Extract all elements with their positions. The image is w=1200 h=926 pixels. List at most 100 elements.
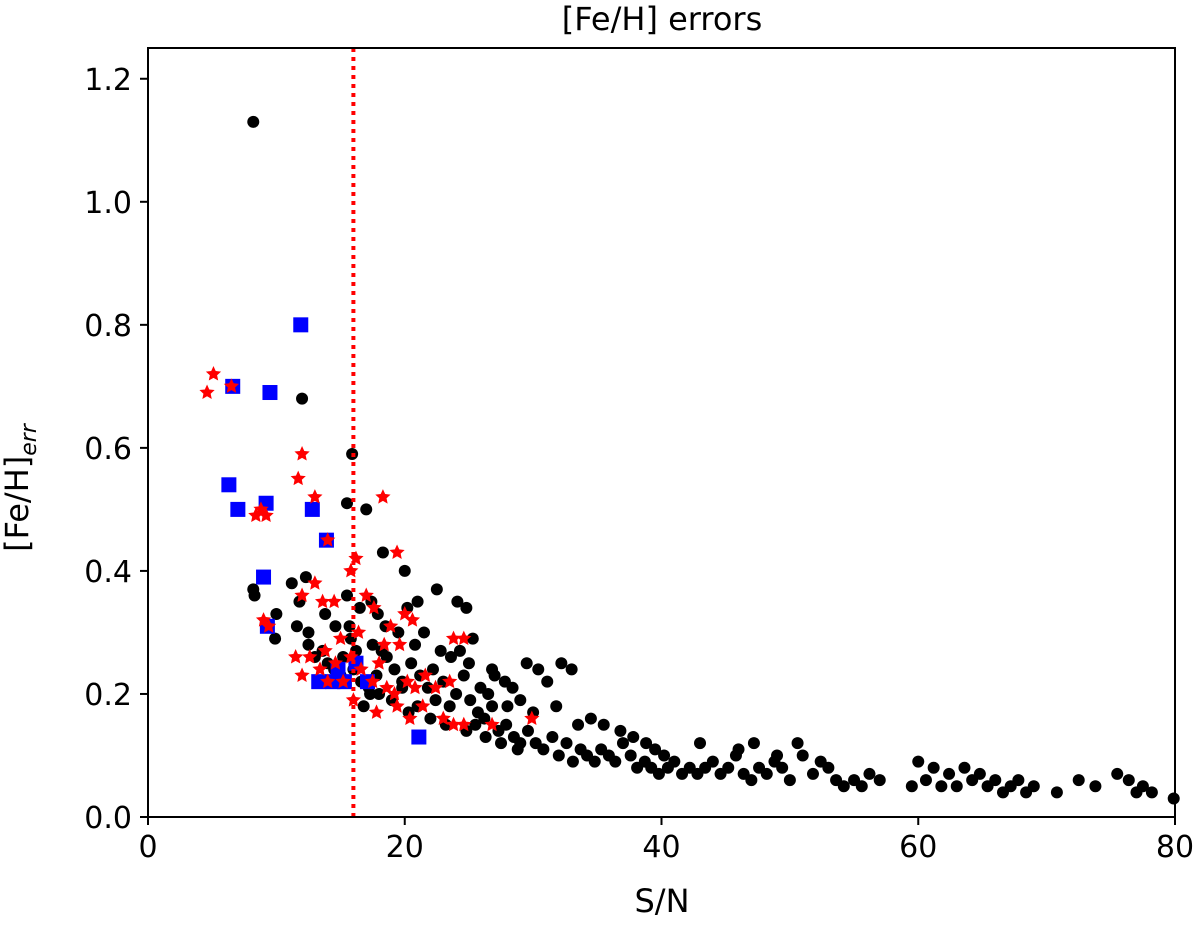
data-point-black bbox=[973, 767, 986, 780]
data-point-red bbox=[332, 630, 349, 646]
data-point-red bbox=[348, 550, 364, 566]
data-point-black bbox=[398, 564, 411, 577]
data-markers bbox=[199, 115, 1180, 805]
data-point-black bbox=[927, 761, 940, 774]
y-tick-label: 1.2 bbox=[84, 63, 132, 98]
data-point-black bbox=[343, 620, 356, 633]
y-axis-ticks: 0.0 0.2 0.4 0.6 0.8 1.0 1.2 bbox=[84, 63, 148, 836]
data-point-red bbox=[314, 593, 331, 609]
data-point-black bbox=[411, 595, 424, 608]
data-point-black bbox=[783, 774, 796, 787]
data-point-blue bbox=[411, 729, 427, 745]
data-point-black bbox=[486, 700, 499, 713]
data-point-red bbox=[417, 667, 433, 682]
data-point-black bbox=[353, 601, 366, 614]
y-axis-label-main: [Fe/H] bbox=[0, 456, 36, 552]
data-point-black bbox=[302, 626, 315, 639]
data-point-black bbox=[614, 724, 627, 737]
data-point-red bbox=[294, 446, 310, 461]
data-point-black bbox=[855, 780, 868, 793]
data-point-black bbox=[1136, 780, 1149, 793]
data-point-red bbox=[415, 698, 431, 713]
data-point-red bbox=[427, 679, 444, 695]
data-point-black bbox=[319, 607, 332, 620]
data-point-black bbox=[511, 743, 524, 756]
data-point-black bbox=[1145, 786, 1158, 799]
data-point-black bbox=[247, 115, 260, 128]
data-point-black bbox=[837, 780, 850, 793]
data-point-black bbox=[269, 632, 282, 645]
data-point-black bbox=[566, 755, 579, 768]
data-point-black bbox=[943, 767, 956, 780]
data-point-black bbox=[624, 749, 637, 762]
data-point-black bbox=[479, 731, 492, 744]
data-point-black bbox=[388, 663, 401, 676]
data-point-black bbox=[466, 632, 479, 645]
data-point-red bbox=[294, 587, 310, 602]
data-point-blue bbox=[293, 317, 309, 333]
data-point-red bbox=[343, 562, 359, 578]
data-point-red bbox=[223, 378, 240, 393]
data-point-black bbox=[392, 626, 405, 639]
data-point-black bbox=[935, 780, 948, 793]
x-tick-label: 40 bbox=[642, 830, 680, 865]
data-point-blue bbox=[221, 477, 237, 493]
data-point-black bbox=[482, 687, 495, 700]
data-point-black bbox=[376, 546, 389, 559]
data-point-black bbox=[873, 774, 886, 787]
data-point-black bbox=[405, 657, 418, 670]
data-point-black bbox=[597, 718, 610, 731]
data-point-black bbox=[584, 712, 597, 725]
x-tick-label: 0 bbox=[138, 830, 157, 865]
data-point-black bbox=[302, 638, 315, 651]
data-point-black bbox=[337, 651, 350, 664]
data-point-black bbox=[457, 669, 470, 682]
data-point-red bbox=[199, 384, 215, 399]
data-point-black bbox=[565, 663, 578, 676]
data-point-black bbox=[1050, 786, 1063, 799]
data-point-black bbox=[426, 663, 439, 676]
data-point-black bbox=[1111, 767, 1124, 780]
data-point-black bbox=[444, 651, 457, 664]
data-point-black bbox=[863, 767, 876, 780]
y-axis-label: [Fe/H]err bbox=[0, 422, 42, 552]
data-point-black bbox=[912, 755, 925, 768]
data-point-black bbox=[950, 780, 963, 793]
data-point-red bbox=[320, 532, 336, 547]
data-point-black bbox=[747, 737, 760, 750]
data-point-red bbox=[294, 667, 310, 682]
data-point-red bbox=[205, 366, 222, 381]
data-point-black bbox=[771, 749, 784, 762]
data-point-black bbox=[616, 737, 629, 750]
data-point-black bbox=[572, 718, 585, 731]
data-point-red bbox=[365, 673, 381, 689]
data-point-red bbox=[375, 489, 391, 504]
data-point-red bbox=[402, 710, 418, 726]
data-point-red bbox=[290, 470, 306, 486]
data-point-red bbox=[302, 649, 318, 664]
data-point-black bbox=[429, 694, 442, 707]
data-point-black bbox=[694, 737, 707, 750]
data-point-red bbox=[326, 593, 342, 609]
data-point-black bbox=[285, 577, 298, 590]
data-point-black bbox=[506, 681, 519, 694]
data-point-red bbox=[312, 661, 328, 676]
data-point-black bbox=[520, 657, 533, 670]
data-point-black bbox=[430, 583, 443, 596]
data-point-black bbox=[270, 607, 283, 620]
data-point-black bbox=[453, 644, 466, 657]
y-axis-label-subscript: err bbox=[17, 422, 42, 456]
data-point-black bbox=[290, 620, 303, 633]
data-point-black bbox=[760, 767, 773, 780]
data-point-black bbox=[1027, 780, 1040, 793]
data-point-black bbox=[357, 700, 370, 713]
x-axis-label: S/N bbox=[634, 882, 689, 920]
data-point-black bbox=[421, 681, 434, 694]
data-point-black bbox=[776, 761, 789, 774]
data-point-black bbox=[560, 737, 573, 750]
data-point-black bbox=[469, 718, 482, 731]
data-point-red bbox=[261, 618, 277, 633]
data-point-red bbox=[397, 605, 413, 621]
data-point-black bbox=[640, 737, 653, 750]
